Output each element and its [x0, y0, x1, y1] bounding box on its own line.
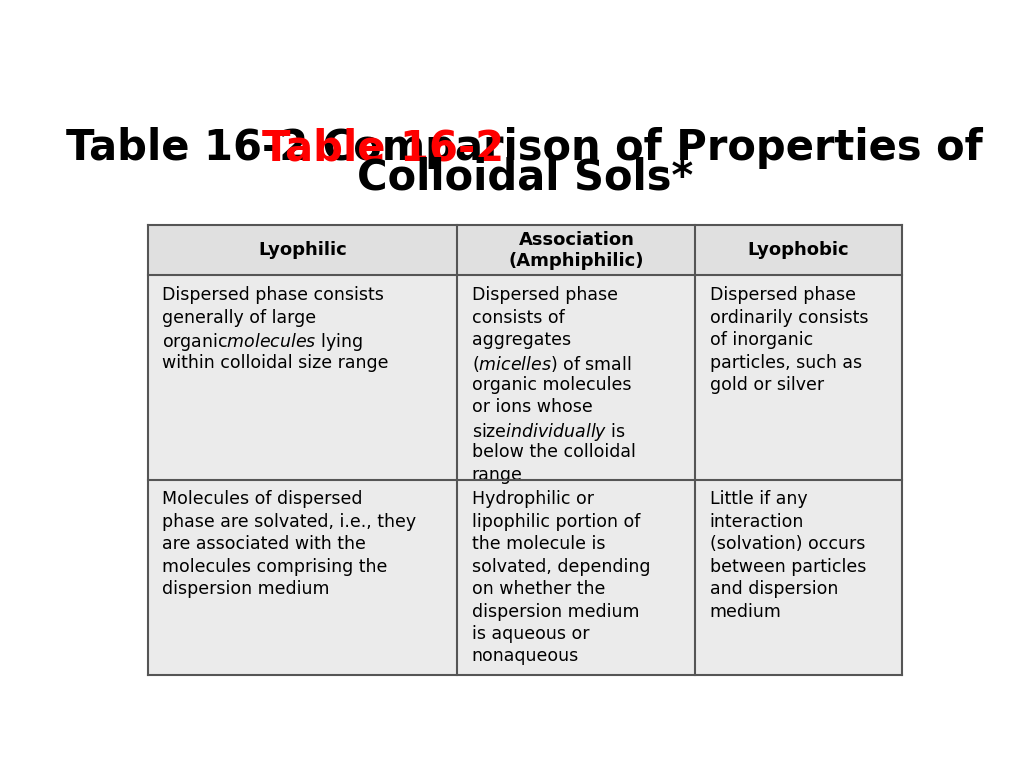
Text: dispersion medium: dispersion medium	[472, 603, 639, 621]
Text: dispersion medium: dispersion medium	[162, 580, 330, 598]
Text: molecules comprising the: molecules comprising the	[162, 558, 387, 575]
Text: Dispersed phase consists: Dispersed phase consists	[162, 286, 384, 304]
Text: ($\mathit{micelles}$) of small: ($\mathit{micelles}$) of small	[472, 353, 631, 373]
Bar	[458, 276, 695, 479]
Text: Hydrophilic or: Hydrophilic or	[472, 490, 594, 508]
Text: aggregates: aggregates	[472, 331, 570, 349]
Bar	[458, 479, 695, 674]
Text: Dispersed phase: Dispersed phase	[472, 286, 617, 304]
Text: are associated with the: are associated with the	[162, 535, 366, 553]
Text: organic$\mathit{molecules}$ lying: organic$\mathit{molecules}$ lying	[162, 331, 364, 353]
Bar	[695, 276, 902, 479]
Bar	[147, 479, 458, 674]
Text: organic molecules: organic molecules	[472, 376, 631, 394]
Text: range: range	[472, 466, 522, 484]
Text: between particles: between particles	[710, 558, 866, 575]
Text: Lyophilic: Lyophilic	[258, 241, 347, 260]
Text: lipophilic portion of: lipophilic portion of	[472, 512, 640, 531]
Text: nonaqueous: nonaqueous	[472, 647, 579, 665]
Text: Association
(Amphiphilic): Association (Amphiphilic)	[509, 231, 644, 270]
Text: Dispersed phase: Dispersed phase	[710, 286, 856, 304]
Text: the molecule is: the molecule is	[472, 535, 605, 553]
Text: below the colloidal: below the colloidal	[472, 443, 636, 462]
Bar	[147, 225, 902, 674]
Text: Colloidal Sols*: Colloidal Sols*	[356, 157, 693, 199]
Text: and dispersion: and dispersion	[710, 580, 838, 598]
Text: or ions whose: or ions whose	[472, 399, 592, 416]
Text: Table 16-2: Table 16-2	[262, 127, 504, 169]
Text: solvated, depending: solvated, depending	[472, 558, 650, 575]
Text: medium: medium	[710, 603, 781, 621]
Text: consists of: consists of	[472, 309, 564, 326]
Text: of inorganic: of inorganic	[710, 331, 813, 349]
Text: Table 16-2 Comparison of Properties of: Table 16-2 Comparison of Properties of	[67, 127, 983, 169]
Bar	[147, 276, 458, 479]
Text: on whether the: on whether the	[472, 580, 605, 598]
Text: generally of large: generally of large	[162, 309, 316, 326]
Text: phase are solvated, i.e., they: phase are solvated, i.e., they	[162, 512, 416, 531]
Text: (solvation) occurs: (solvation) occurs	[710, 535, 865, 553]
Text: particles, such as: particles, such as	[710, 353, 862, 372]
Text: interaction: interaction	[710, 512, 804, 531]
Text: size$\mathit{individually}$ is: size$\mathit{individually}$ is	[472, 421, 626, 443]
Text: Molecules of dispersed: Molecules of dispersed	[162, 490, 362, 508]
Text: Little if any: Little if any	[710, 490, 807, 508]
Text: ordinarily consists: ordinarily consists	[710, 309, 868, 326]
Text: Lyophobic: Lyophobic	[748, 241, 849, 260]
Bar	[695, 479, 902, 674]
Text: within colloidal size range: within colloidal size range	[162, 353, 389, 372]
Text: is aqueous or: is aqueous or	[472, 625, 589, 643]
Text: gold or silver: gold or silver	[710, 376, 824, 394]
